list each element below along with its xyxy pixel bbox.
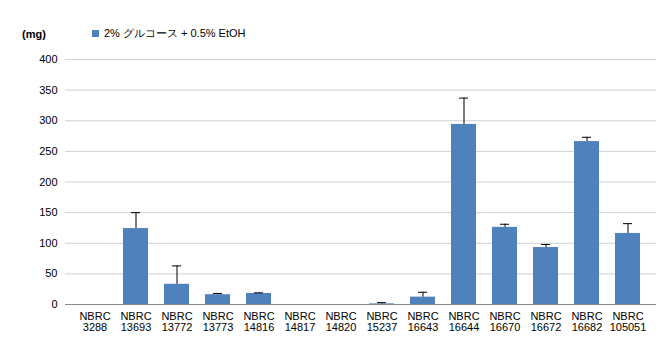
svg-text:NBRC14816: NBRC14816 xyxy=(243,310,274,333)
svg-text:NBRC105051: NBRC105051 xyxy=(610,310,647,333)
svg-text:NBRC16670: NBRC16670 xyxy=(489,310,520,333)
html-text:(mg): (mg) xyxy=(22,28,46,40)
svg-text:50: 50 xyxy=(45,267,57,279)
svg-text:100: 100 xyxy=(39,237,57,249)
svg-text:NBRC13772: NBRC13772 xyxy=(161,310,192,333)
svg-text:400: 400 xyxy=(39,53,57,65)
svg-text:0: 0 xyxy=(51,298,57,310)
svg-text:NBRC16672: NBRC16672 xyxy=(530,310,561,333)
svg-text:NBRC3288: NBRC3288 xyxy=(79,310,110,333)
svg-text:NBRC13773: NBRC13773 xyxy=(202,310,233,333)
svg-text:150: 150 xyxy=(39,206,57,218)
html-text:2% グルコース + 0.5% EtOH: 2% グルコース + 0.5% EtOH xyxy=(104,27,246,39)
svg-text:NBRC16682: NBRC16682 xyxy=(571,310,602,333)
svg-text:NBRC13693: NBRC13693 xyxy=(120,310,151,333)
svg-text:NBRC14820: NBRC14820 xyxy=(325,310,356,333)
svg-text:300: 300 xyxy=(39,114,57,126)
svg-text:NBRC14817: NBRC14817 xyxy=(284,310,315,333)
svg-text:250: 250 xyxy=(39,145,57,157)
svg-text:NBRC16644: NBRC16644 xyxy=(448,310,479,333)
svg-text:NBRC16643: NBRC16643 xyxy=(407,310,438,333)
svg-text:200: 200 xyxy=(39,176,57,188)
svg-text:350: 350 xyxy=(39,84,57,96)
svg-text:NBRC15237: NBRC15237 xyxy=(366,310,397,333)
